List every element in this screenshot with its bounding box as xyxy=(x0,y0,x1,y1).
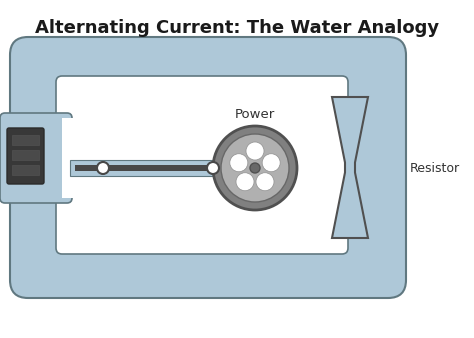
Bar xyxy=(12,135,39,145)
Bar xyxy=(62,118,80,198)
Circle shape xyxy=(97,162,109,174)
Text: Alternating Current: The Water Analogy: Alternating Current: The Water Analogy xyxy=(35,19,439,37)
Bar xyxy=(12,165,39,175)
Circle shape xyxy=(230,154,248,172)
Circle shape xyxy=(246,142,264,160)
Bar xyxy=(12,150,39,160)
Circle shape xyxy=(256,173,274,191)
FancyBboxPatch shape xyxy=(56,76,348,254)
Circle shape xyxy=(250,163,260,173)
Circle shape xyxy=(262,154,280,172)
Text: Resistor: Resistor xyxy=(410,162,460,174)
Circle shape xyxy=(236,173,254,191)
Text: Power: Power xyxy=(235,108,275,121)
FancyBboxPatch shape xyxy=(0,113,72,203)
Bar xyxy=(75,165,213,171)
Circle shape xyxy=(207,162,219,174)
FancyBboxPatch shape xyxy=(7,128,44,184)
Circle shape xyxy=(221,134,289,202)
Circle shape xyxy=(213,126,297,210)
Bar xyxy=(70,160,218,176)
Polygon shape xyxy=(332,97,368,238)
FancyBboxPatch shape xyxy=(10,37,406,298)
